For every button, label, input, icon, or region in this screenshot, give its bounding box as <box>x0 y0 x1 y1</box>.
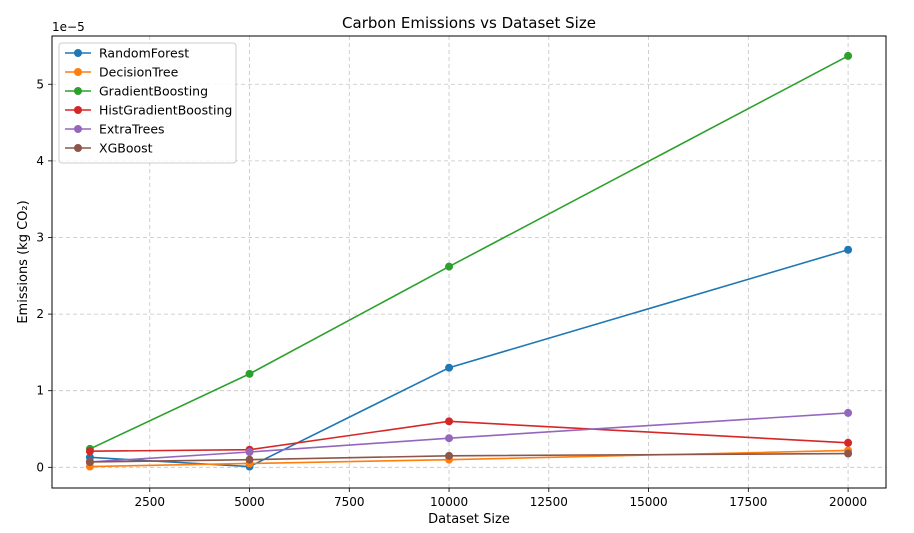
legend-item: RandomForest <box>65 46 189 61</box>
legend-label: HistGradientBoosting <box>99 103 232 118</box>
y-tick-label: 3 <box>36 230 44 244</box>
legend-box <box>58 42 237 164</box>
grid <box>52 36 886 488</box>
x-tick-label: 10000 <box>430 495 468 509</box>
series-line <box>89 412 849 463</box>
x-axis-label: Dataset Size <box>428 512 510 527</box>
y-tick-label: 4 <box>36 154 44 168</box>
legend-item: ExtraTrees <box>65 122 165 137</box>
x-tick-label: 2500 <box>134 495 165 509</box>
series-line <box>89 420 849 453</box>
data-point <box>85 457 94 466</box>
series-line <box>89 55 849 450</box>
data-point <box>245 369 254 378</box>
legend-swatch-marker <box>74 87 82 95</box>
legend-label: DecisionTree <box>99 65 179 80</box>
y-tick-label: 2 <box>36 307 44 321</box>
y-axis-offset-text: 1e−5 <box>52 20 85 34</box>
x-tick-label: 12500 <box>530 495 568 509</box>
data-point <box>85 447 94 456</box>
legend-label: GradientBoosting <box>99 84 208 99</box>
data-point <box>844 245 853 254</box>
legend-swatch-marker <box>74 68 82 76</box>
legend-swatch-marker <box>74 125 82 133</box>
legend-swatch-marker <box>74 106 82 114</box>
data-point <box>844 438 853 447</box>
series-XGBoost <box>85 449 853 466</box>
data-point <box>445 434 454 443</box>
data-point <box>245 447 254 456</box>
x-tick-label: 7500 <box>334 495 365 509</box>
chart-title: Carbon Emissions vs Dataset Size <box>342 14 596 32</box>
legend-item: DecisionTree <box>65 65 179 80</box>
data-point <box>844 51 853 60</box>
y-axis: 0 1 2 3 4 5 <box>36 77 52 474</box>
data-point <box>245 455 254 464</box>
data-point <box>844 408 853 417</box>
series-line <box>89 452 849 463</box>
x-tick-label: 15000 <box>629 495 667 509</box>
data-point <box>844 449 853 458</box>
plot-frame <box>51 35 887 489</box>
legend-label: ExtraTrees <box>99 122 165 137</box>
x-axis: 2500 5000 7500 10000 12500 15000 17500 20000 <box>134 488 867 509</box>
legend-item: HistGradientBoosting <box>65 103 232 118</box>
data-point <box>445 262 454 271</box>
y-tick-label: 5 <box>36 77 44 91</box>
series-ExtraTrees <box>85 408 853 466</box>
y-tick-label: 1 <box>36 384 44 398</box>
x-tick-label: 20000 <box>829 495 867 509</box>
data-point <box>445 451 454 460</box>
x-tick-label: 17500 <box>729 495 767 509</box>
legend: RandomForest DecisionTree GradientBoosting… <box>58 42 237 164</box>
legend-label: XGBoost <box>99 141 153 156</box>
legend-item: XGBoost <box>65 141 153 156</box>
data-point <box>445 363 454 372</box>
legend-item: GradientBoosting <box>65 84 208 99</box>
legend-label: RandomForest <box>99 46 189 61</box>
series-layer <box>85 51 853 471</box>
data-point <box>445 417 454 426</box>
legend-swatch-marker <box>74 49 82 57</box>
y-tick-label: 0 <box>36 460 44 474</box>
x-tick-label: 5000 <box>234 495 265 509</box>
series-line <box>89 248 849 468</box>
y-axis-label: Emissions (kg CO₂) <box>16 200 31 323</box>
legend-swatch-marker <box>74 144 82 152</box>
